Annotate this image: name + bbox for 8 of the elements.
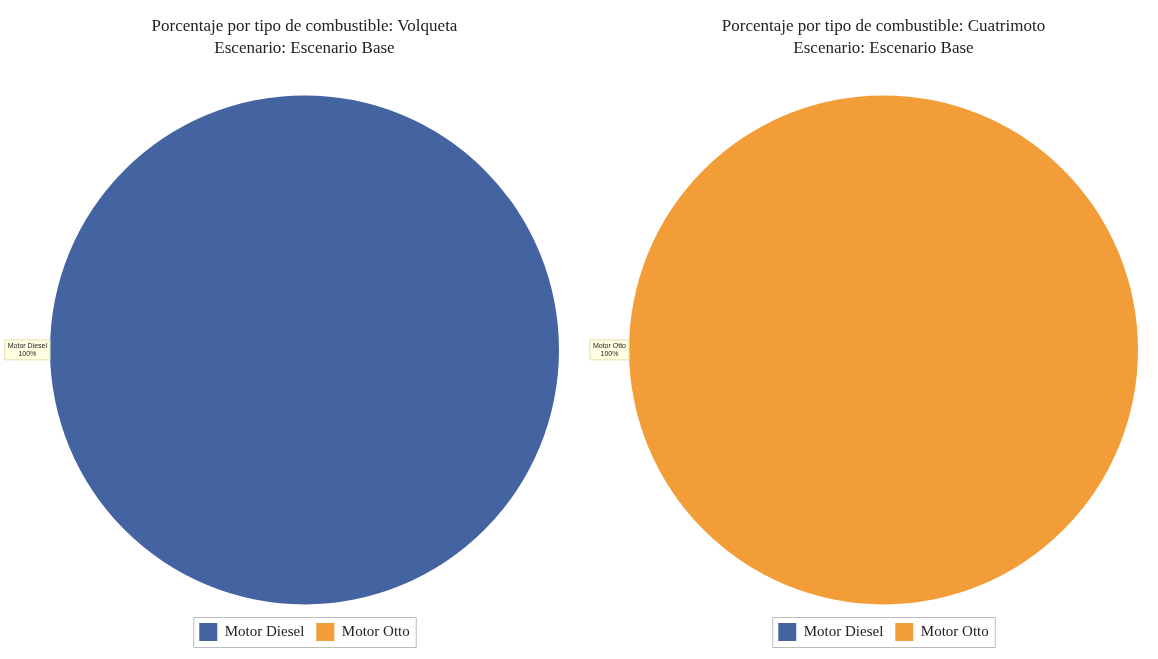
chart-subtitle: Escenario: Escenario Base xyxy=(214,38,395,58)
chart-title: Porcentaje por tipo de combustible: Volqueta xyxy=(151,15,458,35)
legend-label: Motor Diesel xyxy=(803,622,884,639)
legend-label: Motor Diesel xyxy=(224,622,305,639)
legend-label: Motor Otto xyxy=(341,622,410,639)
legend-label: Motor Otto xyxy=(920,622,989,639)
chart-subtitle: Escenario: Escenario Base xyxy=(793,38,974,58)
chart-title: Porcentaje por tipo de combustible: Cuatrimoto xyxy=(721,15,1046,35)
